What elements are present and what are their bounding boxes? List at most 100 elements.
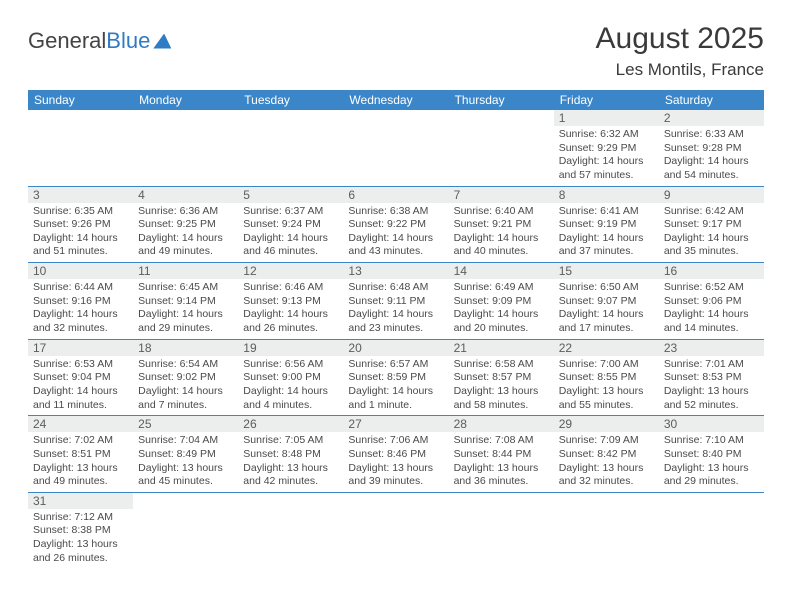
- calendar-header-row: SundayMondayTuesdayWednesdayThursdayFrid…: [28, 90, 764, 110]
- day-body: Sunrise: 7:04 AMSunset: 8:49 PMDaylight:…: [133, 432, 238, 492]
- day-number: 6: [343, 187, 448, 203]
- daylight-line: Daylight: 14 hours and 23 minutes.: [348, 308, 443, 335]
- calendar-day-cell: 13Sunrise: 6:48 AMSunset: 9:11 PMDayligh…: [343, 263, 448, 340]
- day-body: Sunrise: 6:50 AMSunset: 9:07 PMDaylight:…: [554, 279, 659, 339]
- sunset-line: Sunset: 8:57 PM: [454, 371, 549, 385]
- sunset-line: Sunset: 9:16 PM: [33, 295, 128, 309]
- calendar-week-row: 24Sunrise: 7:02 AMSunset: 8:51 PMDayligh…: [28, 416, 764, 493]
- sunset-line: Sunset: 8:44 PM: [454, 448, 549, 462]
- sunset-line: Sunset: 9:26 PM: [33, 218, 128, 232]
- day-number: 2: [659, 110, 764, 126]
- day-number: 9: [659, 187, 764, 203]
- calendar-day-cell: 15Sunrise: 6:50 AMSunset: 9:07 PMDayligh…: [554, 263, 659, 340]
- sunrise-line: Sunrise: 7:05 AM: [243, 434, 338, 448]
- calendar-day-cell: 25Sunrise: 7:04 AMSunset: 8:49 PMDayligh…: [133, 416, 238, 493]
- day-number: 3: [28, 187, 133, 203]
- day-body: Sunrise: 7:02 AMSunset: 8:51 PMDaylight:…: [28, 432, 133, 492]
- day-body: Sunrise: 7:01 AMSunset: 8:53 PMDaylight:…: [659, 356, 764, 416]
- sunset-line: Sunset: 9:28 PM: [664, 142, 759, 156]
- sunset-line: Sunset: 9:14 PM: [138, 295, 233, 309]
- daylight-line: Daylight: 14 hours and 46 minutes.: [243, 232, 338, 259]
- sunset-line: Sunset: 9:25 PM: [138, 218, 233, 232]
- logo-icon: [153, 34, 171, 49]
- calendar-header-cell: Friday: [554, 90, 659, 110]
- calendar-day-cell: [133, 492, 238, 568]
- calendar-day-cell: 7Sunrise: 6:40 AMSunset: 9:21 PMDaylight…: [449, 186, 554, 263]
- calendar-day-cell: [659, 492, 764, 568]
- sunrise-line: Sunrise: 6:41 AM: [559, 205, 654, 219]
- calendar-day-cell: 17Sunrise: 6:53 AMSunset: 9:04 PMDayligh…: [28, 339, 133, 416]
- daylight-line: Daylight: 14 hours and 35 minutes.: [664, 232, 759, 259]
- day-body: Sunrise: 6:41 AMSunset: 9:19 PMDaylight:…: [554, 203, 659, 263]
- daylight-line: Daylight: 14 hours and 54 minutes.: [664, 155, 759, 182]
- sunrise-line: Sunrise: 6:37 AM: [243, 205, 338, 219]
- sunset-line: Sunset: 9:07 PM: [559, 295, 654, 309]
- daylight-line: Daylight: 13 hours and 55 minutes.: [559, 385, 654, 412]
- sunrise-line: Sunrise: 7:01 AM: [664, 358, 759, 372]
- sunrise-line: Sunrise: 7:02 AM: [33, 434, 128, 448]
- calendar-header-cell: Wednesday: [343, 90, 448, 110]
- calendar-day-cell: [554, 492, 659, 568]
- daylight-line: Daylight: 13 hours and 45 minutes.: [138, 462, 233, 489]
- calendar-day-cell: 29Sunrise: 7:09 AMSunset: 8:42 PMDayligh…: [554, 416, 659, 493]
- logo-text-2: Blue: [106, 28, 150, 54]
- daylight-line: Daylight: 14 hours and 29 minutes.: [138, 308, 233, 335]
- day-number: 12: [238, 263, 343, 279]
- daylight-line: Daylight: 14 hours and 51 minutes.: [33, 232, 128, 259]
- calendar-day-cell: 11Sunrise: 6:45 AMSunset: 9:14 PMDayligh…: [133, 263, 238, 340]
- day-body: Sunrise: 6:56 AMSunset: 9:00 PMDaylight:…: [238, 356, 343, 416]
- daylight-line: Daylight: 14 hours and 11 minutes.: [33, 385, 128, 412]
- logo: GeneralBlue: [28, 28, 171, 54]
- sunrise-line: Sunrise: 6:32 AM: [559, 128, 654, 142]
- sunset-line: Sunset: 9:24 PM: [243, 218, 338, 232]
- sunset-line: Sunset: 8:42 PM: [559, 448, 654, 462]
- sunrise-line: Sunrise: 6:33 AM: [664, 128, 759, 142]
- calendar-day-cell: 31Sunrise: 7:12 AMSunset: 8:38 PMDayligh…: [28, 492, 133, 568]
- daylight-line: Daylight: 14 hours and 26 minutes.: [243, 308, 338, 335]
- logo-text-1: General: [28, 28, 106, 54]
- sunrise-line: Sunrise: 7:10 AM: [664, 434, 759, 448]
- day-number: 28: [449, 416, 554, 432]
- day-number: 4: [133, 187, 238, 203]
- sunrise-line: Sunrise: 6:45 AM: [138, 281, 233, 295]
- day-body: Sunrise: 7:06 AMSunset: 8:46 PMDaylight:…: [343, 432, 448, 492]
- day-body: Sunrise: 7:08 AMSunset: 8:44 PMDaylight:…: [449, 432, 554, 492]
- calendar-day-cell: 28Sunrise: 7:08 AMSunset: 8:44 PMDayligh…: [449, 416, 554, 493]
- calendar-header-cell: Thursday: [449, 90, 554, 110]
- day-body: Sunrise: 7:00 AMSunset: 8:55 PMDaylight:…: [554, 356, 659, 416]
- sunrise-line: Sunrise: 6:52 AM: [664, 281, 759, 295]
- sunrise-line: Sunrise: 6:57 AM: [348, 358, 443, 372]
- day-body: Sunrise: 6:49 AMSunset: 9:09 PMDaylight:…: [449, 279, 554, 339]
- daylight-line: Daylight: 13 hours and 26 minutes.: [33, 538, 128, 565]
- daylight-line: Daylight: 13 hours and 49 minutes.: [33, 462, 128, 489]
- sunset-line: Sunset: 8:55 PM: [559, 371, 654, 385]
- calendar-day-cell: 2 Sunrise: 6:33 AMSunset: 9:28 PMDaylight…: [659, 110, 764, 186]
- sunrise-line: Sunrise: 6:49 AM: [454, 281, 549, 295]
- day-body: Sunrise: 6:38 AMSunset: 9:22 PMDaylight:…: [343, 203, 448, 263]
- daylight-line: Daylight: 13 hours and 42 minutes.: [243, 462, 338, 489]
- calendar-day-cell: 9Sunrise: 6:42 AMSunset: 9:17 PMDaylight…: [659, 186, 764, 263]
- day-number: 27: [343, 416, 448, 432]
- sunset-line: Sunset: 9:09 PM: [454, 295, 549, 309]
- sunset-line: Sunset: 9:00 PM: [243, 371, 338, 385]
- day-number: 30: [659, 416, 764, 432]
- day-number: 7: [449, 187, 554, 203]
- calendar-header-cell: Tuesday: [238, 90, 343, 110]
- calendar-day-cell: 12Sunrise: 6:46 AMSunset: 9:13 PMDayligh…: [238, 263, 343, 340]
- day-number: 15: [554, 263, 659, 279]
- calendar-week-row: 1Sunrise: 6:32 AMSunset: 9:29 PMDaylight…: [28, 110, 764, 186]
- sunset-line: Sunset: 9:22 PM: [348, 218, 443, 232]
- sunrise-line: Sunrise: 6:46 AM: [243, 281, 338, 295]
- calendar-week-row: 17Sunrise: 6:53 AMSunset: 9:04 PMDayligh…: [28, 339, 764, 416]
- day-body: Sunrise: 6:42 AMSunset: 9:17 PMDaylight:…: [659, 203, 764, 263]
- calendar-day-cell: [238, 110, 343, 186]
- sunset-line: Sunset: 9:21 PM: [454, 218, 549, 232]
- calendar-week-row: 3Sunrise: 6:35 AMSunset: 9:26 PMDaylight…: [28, 186, 764, 263]
- calendar-day-cell: 3Sunrise: 6:35 AMSunset: 9:26 PMDaylight…: [28, 186, 133, 263]
- sunrise-line: Sunrise: 7:09 AM: [559, 434, 654, 448]
- day-body: Sunrise: 6:44 AMSunset: 9:16 PMDaylight:…: [28, 279, 133, 339]
- calendar-day-cell: 26Sunrise: 7:05 AMSunset: 8:48 PMDayligh…: [238, 416, 343, 493]
- calendar-day-cell: 6Sunrise: 6:38 AMSunset: 9:22 PMDaylight…: [343, 186, 448, 263]
- calendar-day-cell: 24Sunrise: 7:02 AMSunset: 8:51 PMDayligh…: [28, 416, 133, 493]
- calendar-day-cell: 30Sunrise: 7:10 AMSunset: 8:40 PMDayligh…: [659, 416, 764, 493]
